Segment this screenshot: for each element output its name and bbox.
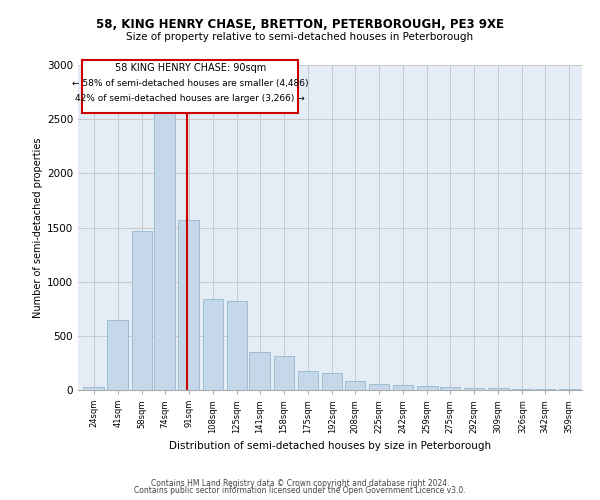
Bar (83, 387, 104, 390)
Text: Contains public sector information licensed under the Open Government Licence v3: Contains public sector information licen… (134, 486, 466, 495)
Bar (131, 231, 152, 390)
Bar (368, 384, 389, 390)
Y-axis label: Number of semi-detached properties: Number of semi-detached properties (33, 137, 43, 318)
Bar (488, 388, 509, 390)
Bar (107, 320, 128, 390)
FancyBboxPatch shape (82, 60, 298, 112)
Bar (298, 371, 318, 390)
Bar (512, 389, 533, 390)
Text: ← 58% of semi-detached houses are smaller (4,486): ← 58% of semi-detached houses are smalle… (72, 79, 308, 88)
Text: 58 KING HENRY CHASE: 90sqm: 58 KING HENRY CHASE: 90sqm (115, 63, 266, 73)
Bar (178, 220, 199, 390)
Text: Contains HM Land Registry data © Crown copyright and database right 2024.: Contains HM Land Registry data © Crown c… (151, 478, 449, 488)
Bar (440, 388, 460, 390)
Bar (417, 386, 437, 390)
Bar (274, 356, 294, 390)
Bar (203, 299, 223, 390)
Bar (464, 388, 484, 390)
Text: 42% of semi-detached houses are larger (3,266) →: 42% of semi-detached houses are larger (… (75, 94, 305, 104)
X-axis label: Distribution of semi-detached houses by size in Peterborough: Distribution of semi-detached houses by … (169, 441, 491, 451)
Bar (227, 301, 247, 390)
Bar (535, 389, 556, 390)
Bar (344, 381, 365, 390)
Text: 58, KING HENRY CHASE, BRETTON, PETERBOROUGH, PE3 9XE: 58, KING HENRY CHASE, BRETTON, PETERBORO… (96, 18, 504, 30)
Text: Size of property relative to semi-detached houses in Peterborough: Size of property relative to semi-detach… (127, 32, 473, 42)
Bar (154, 108, 175, 390)
Bar (250, 352, 270, 390)
Bar (393, 385, 413, 390)
Bar (322, 373, 343, 390)
